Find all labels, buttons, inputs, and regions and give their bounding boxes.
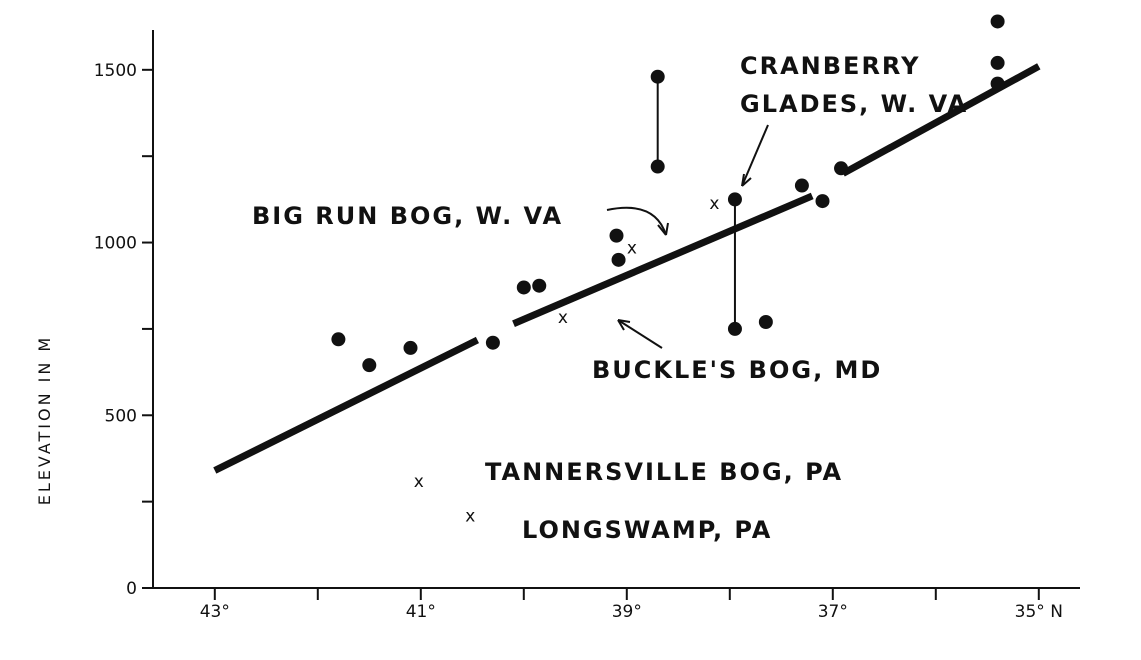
x-tick-label: 35° N [1015,602,1063,622]
data-point [485,335,500,350]
bog-marker: x [414,472,424,492]
data-point [362,358,377,373]
trend-line [213,63,1041,474]
bog-markers: x x x x x [414,194,720,527]
cranberry-arrow-head [741,173,752,187]
data-point [532,278,547,293]
data-point [650,69,665,84]
data-point [609,228,624,243]
bigrun-arrow [606,206,667,236]
data-point [815,194,830,209]
data-point [990,55,1005,70]
axes: 43° 41° 39° 37° 35° N 0 500 1000 1500 [94,30,1080,622]
y-axis-title: ELEVATION IN M [35,335,54,505]
x-tick-label: 41° [406,602,436,622]
y-tick-label: 500 [105,406,137,426]
data-point [516,280,531,295]
x-tick-label: 39° [612,602,642,622]
buckles-arrow-head [617,319,631,331]
data-points [331,14,1005,373]
range-links [656,76,736,329]
trend-segment [213,336,480,474]
trend-segment [512,192,814,327]
data-point [611,252,626,267]
bigrun-arrow-head [657,222,669,236]
x-tick-label: 37° [818,602,848,622]
data-point [990,14,1005,29]
annotation-cranberry-line2: GLADES, W. VA [740,90,968,118]
annotation-bigrun: BIG RUN BOG, W. VA [252,202,563,230]
bog-marker: x [558,308,568,328]
data-point [727,321,742,336]
y-tick-label: 1500 [94,61,137,81]
data-point [403,340,418,355]
data-point [990,76,1005,91]
data-point [794,178,809,193]
data-point [727,192,742,207]
bog-marker: x [709,194,719,214]
annotation-cranberry-line1: CRANBERRY [740,52,920,80]
data-point [758,315,773,329]
buckles-arrow [617,319,663,349]
x-tick-label: 43° [200,602,230,622]
data-point [650,159,665,174]
annotation-arrows [606,124,769,349]
trend-segment [841,63,1041,177]
data-point [331,332,346,347]
annotation-tannersville: TANNERSVILLE BOG, PA [485,458,843,486]
y-tick-label: 0 [126,579,137,599]
cranberry-arrow [741,124,769,187]
bog-marker: x [465,506,475,526]
annotation-longswamp: LONGSWAMP, PA [522,516,772,544]
data-point [834,161,849,176]
y-tick-label: 1000 [94,234,137,254]
annotation-buckles: BUCKLE'S BOG, MD [592,356,882,384]
bog-marker: x [627,239,637,259]
